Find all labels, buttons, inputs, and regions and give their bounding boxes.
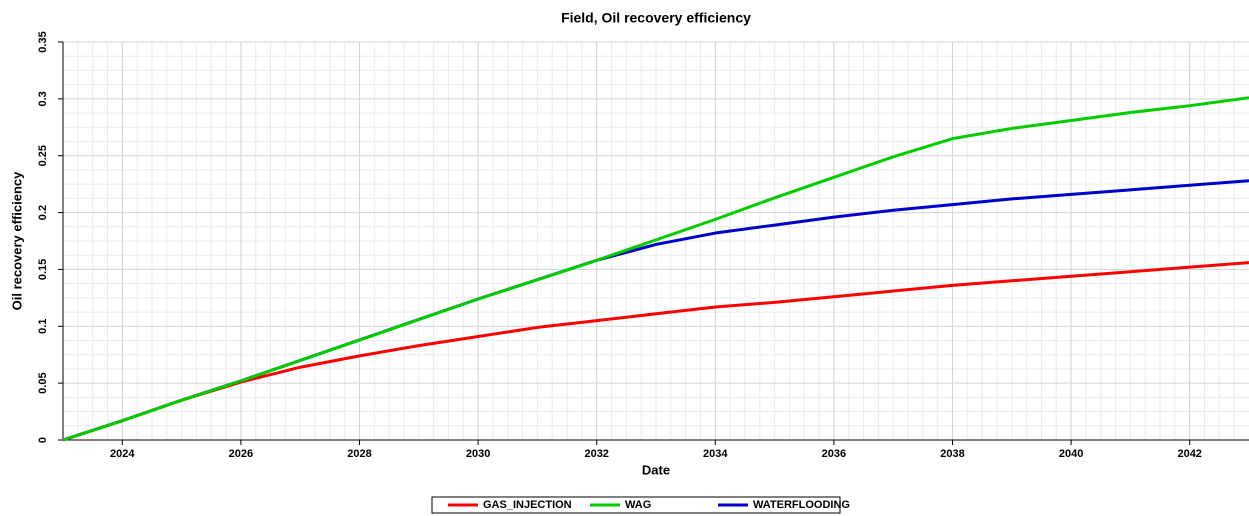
legend-label: GAS_INJECTION (483, 499, 572, 511)
y-tick-label: 0.3 (37, 91, 49, 106)
y-tick-label: 0 (37, 437, 49, 443)
y-axis-label: Oil recovery efficiency (9, 171, 24, 311)
x-tick-label: 2042 (1177, 448, 1201, 460)
y-tick-label: 0.1 (37, 319, 49, 334)
x-tick-label: 2026 (229, 448, 253, 460)
legend-box (431, 496, 841, 514)
x-tick-label: 2030 (466, 448, 490, 460)
legend-label: WATERFLOODING (753, 499, 850, 511)
y-tick-label: 0.25 (37, 145, 49, 166)
y-tick-label: 0.2 (37, 205, 49, 220)
x-axis-label: Date (642, 462, 670, 477)
y-tick-label: 0.05 (37, 372, 49, 393)
x-tick-label: 2024 (110, 448, 135, 460)
x-tick-label: 2032 (584, 448, 608, 460)
series-line (62, 96, 1249, 442)
x-tick-label: 2036 (822, 448, 846, 460)
chart-title: Field, Oil recovery efficiency (561, 10, 751, 26)
y-tick-label: 0.35 (37, 31, 49, 52)
x-tick-label: 2028 (347, 448, 371, 460)
x-tick-label: 2038 (940, 448, 964, 460)
y-tick-label: 0.15 (37, 259, 49, 280)
x-tick-label: 2040 (1059, 448, 1083, 460)
legend-label: WAG (625, 499, 651, 511)
series-line (62, 261, 1249, 442)
x-tick-label: 2034 (703, 448, 728, 460)
